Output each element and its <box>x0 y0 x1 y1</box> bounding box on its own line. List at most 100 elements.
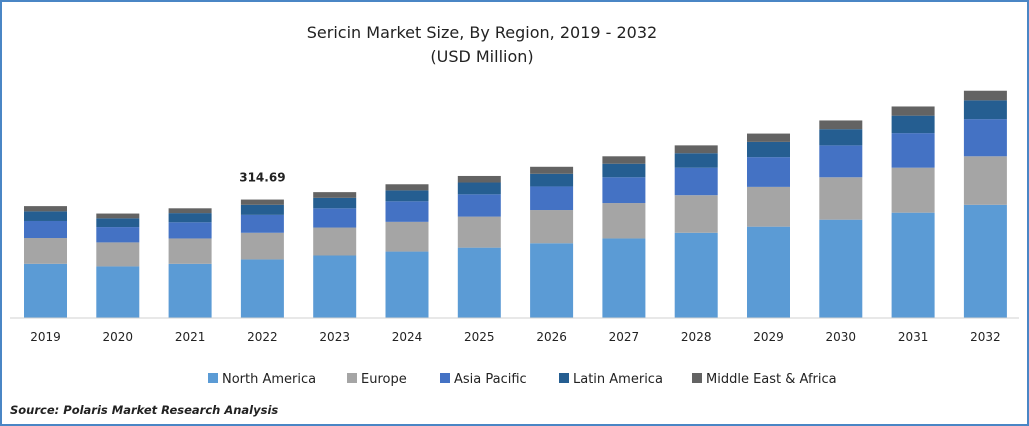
bar-segment <box>747 141 790 158</box>
bar-segment <box>457 182 501 195</box>
bar-segment <box>819 129 863 146</box>
bar-segment <box>168 222 212 239</box>
bar-segment <box>240 199 284 205</box>
x-tick-label: 2021 <box>175 330 206 344</box>
source-note: Source: Polaris Market Research Analysis <box>10 403 279 417</box>
x-tick-label: 2019 <box>30 330 61 344</box>
bar-segment <box>240 259 284 318</box>
legend-swatch <box>208 373 218 383</box>
bar-segment <box>530 186 574 211</box>
bar-segment <box>674 232 718 318</box>
x-tick-label: 2030 <box>826 330 857 344</box>
bar-segment <box>674 167 718 196</box>
x-tick-label: 2020 <box>103 330 134 344</box>
bar-segment <box>313 197 357 209</box>
annotations-group: 314.69 <box>239 171 285 185</box>
x-tick-label: 2025 <box>464 330 495 344</box>
bar-segment <box>24 211 67 221</box>
bar-segment <box>747 186 790 227</box>
bar-segment <box>457 175 501 183</box>
bar-segment <box>168 238 212 264</box>
bar-segment <box>24 206 67 212</box>
x-tick-label: 2026 <box>536 330 567 344</box>
bar-segment <box>24 220 67 239</box>
bar-segment <box>168 263 212 318</box>
legend-swatch <box>559 373 569 383</box>
bar-segment <box>963 119 1007 157</box>
chart-subtitle: (USD Million) <box>430 47 533 66</box>
bar-segment <box>240 214 284 233</box>
bar-segment <box>963 100 1007 120</box>
bar-segment <box>96 213 140 219</box>
bar-segment <box>602 203 646 239</box>
bar-segment <box>891 133 935 168</box>
bar-segment <box>819 145 863 178</box>
bar-segment <box>674 145 718 154</box>
bar-segment <box>891 106 935 116</box>
bar-segment <box>457 216 501 248</box>
bar-segment <box>963 204 1007 318</box>
bar-segment <box>674 153 718 168</box>
bar-segment <box>96 242 140 267</box>
legend-label: Latin America <box>573 372 663 387</box>
bar-segment <box>96 227 140 243</box>
x-tick-label: 2028 <box>681 330 712 344</box>
x-tick-label: 2031 <box>898 330 929 344</box>
bar-segment <box>530 210 574 244</box>
x-tick-label: 2022 <box>247 330 278 344</box>
bar-segment <box>602 238 646 318</box>
bar-segment <box>313 208 357 228</box>
data-label: 314.69 <box>239 171 285 185</box>
bar-segment <box>530 243 574 318</box>
x-tick-label: 2029 <box>753 330 784 344</box>
bar-segment <box>168 213 212 223</box>
bar-segment <box>385 190 429 202</box>
bar-segment <box>747 226 790 318</box>
legend-label: Middle East & Africa <box>706 372 837 387</box>
bar-segment <box>96 218 140 228</box>
bar-segment <box>602 163 646 178</box>
bar-segment <box>240 232 284 260</box>
legend: North America Europe Asia Pacific Latin Ame… <box>208 372 837 387</box>
legend-label: North America <box>222 372 316 387</box>
bar-segment <box>602 156 646 164</box>
bar-segment <box>96 266 140 318</box>
x-tick-label: 2023 <box>319 330 350 344</box>
bar-segment <box>457 194 501 217</box>
bar-segment <box>530 173 574 187</box>
bar-segment <box>819 177 863 220</box>
legend-swatch <box>347 373 357 383</box>
bars-group <box>24 90 1007 318</box>
x-tick-label: 2027 <box>609 330 640 344</box>
bar-segment <box>313 227 357 256</box>
bar-segment <box>747 133 790 142</box>
bar-segment <box>385 184 429 191</box>
bar-segment <box>963 90 1007 101</box>
bar-segment <box>819 219 863 318</box>
x-tick-labels: 2019 2020 2021 2022 2023 2024 2025 2026 2027 2028… <box>30 330 1000 344</box>
bar-segment <box>747 157 790 187</box>
bar-segment <box>602 177 646 204</box>
legend-swatch <box>440 373 450 383</box>
legend-label: Asia Pacific <box>454 372 527 387</box>
bar-segment <box>891 167 935 213</box>
bar-segment <box>891 115 935 134</box>
bar-segment <box>891 212 935 318</box>
x-tick-label: 2024 <box>392 330 423 344</box>
bar-segment <box>240 204 284 215</box>
bar-segment <box>674 195 718 233</box>
bar-segment <box>530 166 574 174</box>
chart-title: Sericin Market Size, By Region, 2019 - 2… <box>307 23 657 42</box>
bar-segment <box>24 263 67 318</box>
bar-segment <box>385 221 429 252</box>
bar-segment <box>24 238 67 264</box>
legend-swatch <box>692 373 702 383</box>
bar-segment <box>819 120 863 130</box>
bar-segment <box>313 255 357 318</box>
bar-segment <box>168 208 212 214</box>
bar-segment <box>313 192 357 198</box>
bar-segment <box>963 156 1007 205</box>
legend-label: Europe <box>361 372 407 387</box>
